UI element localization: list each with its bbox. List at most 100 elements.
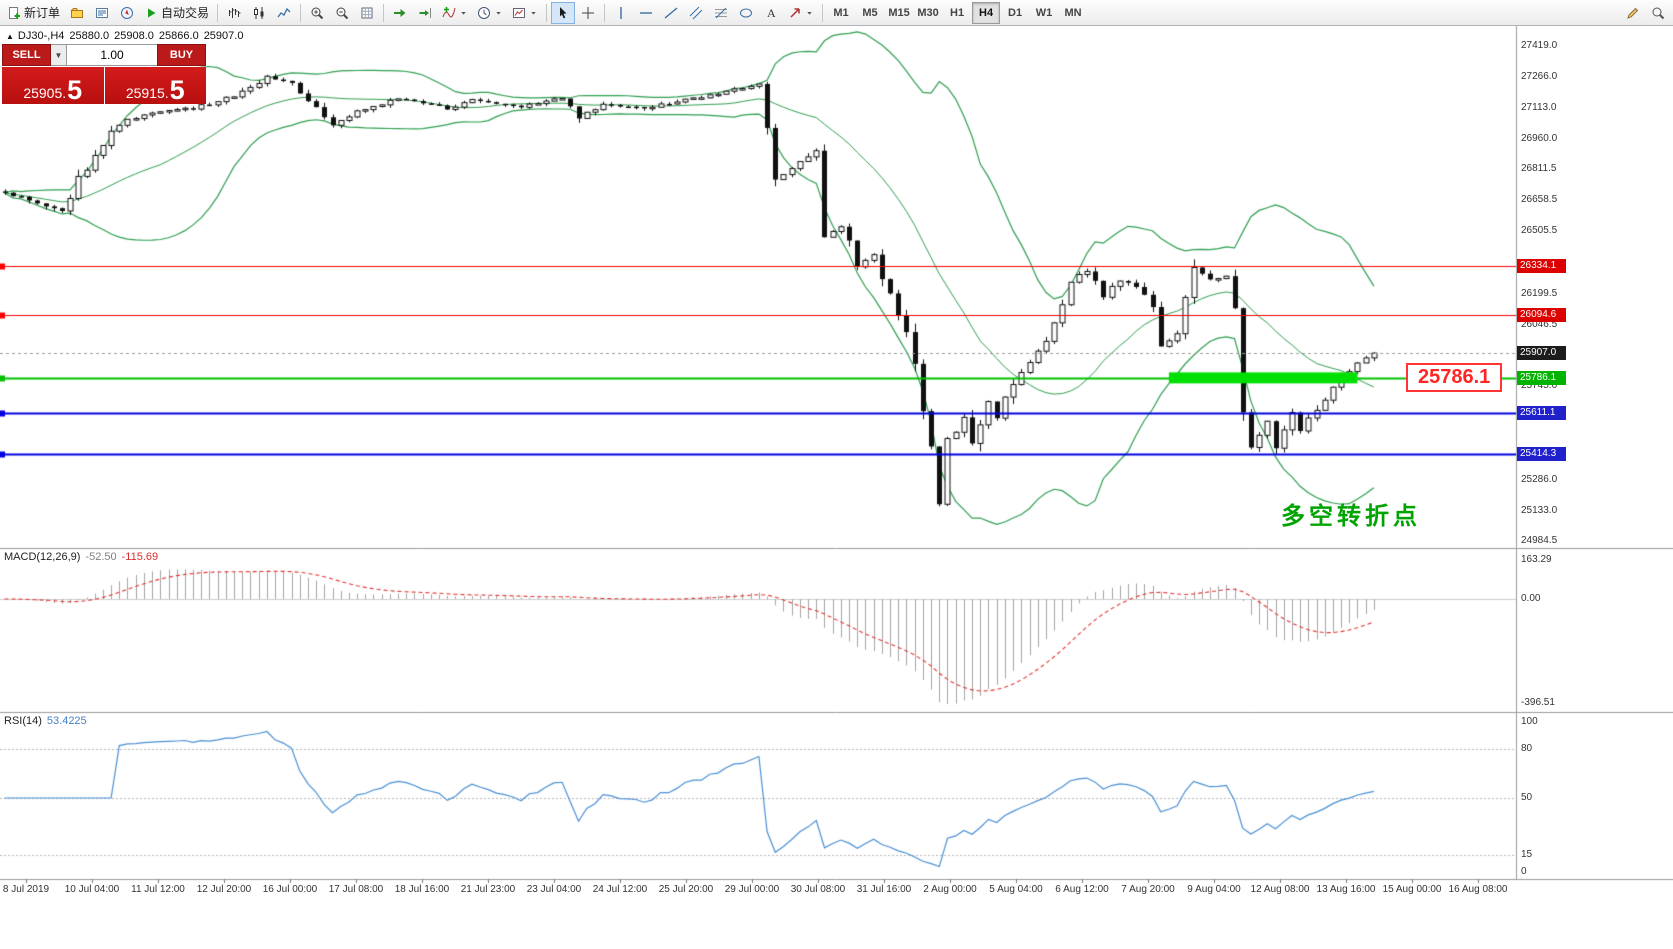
trade-widget-price-row: 25905. 5 25915. 5 [2, 67, 206, 104]
caret-down-icon [494, 6, 503, 20]
ellipse-icon [739, 6, 753, 20]
time-axis-label: 2 Aug 00:00 [923, 884, 977, 895]
chart-canvas[interactable] [0, 26, 1673, 949]
timeframe-m1-button[interactable]: M1 [827, 2, 855, 24]
volume-input[interactable] [67, 44, 157, 66]
price-scale-label: 26658.5 [1521, 194, 1558, 205]
timeframe-d1-button[interactable]: D1 [1001, 2, 1029, 24]
crosshair-icon [581, 6, 595, 20]
horizontal-line-tool-button[interactable] [634, 2, 658, 24]
caret-down-icon [805, 6, 814, 20]
close-value: 25907.0 [203, 30, 244, 42]
price-scale-label: 25286.0 [1521, 474, 1558, 485]
timeframe-h1-button[interactable]: H1 [943, 2, 971, 24]
price-tag: 25786.1 [1517, 371, 1566, 385]
line-chart-button[interactable] [272, 2, 296, 24]
rsi-scale-label: 100 [1521, 716, 1538, 727]
toolbar-separator [217, 3, 219, 22]
text-tool-button[interactable]: A [759, 2, 783, 24]
fibonacci-tool-button[interactable] [709, 2, 733, 24]
price-scale-label: 25133.0 [1521, 505, 1558, 516]
price-scale-label: 27113.0 [1521, 102, 1557, 113]
chinese-annotation-text[interactable]: 多空转折点 [1281, 503, 1421, 530]
timeframe-mn-button[interactable]: MN [1059, 2, 1087, 24]
price-tag: 26334.1 [1517, 259, 1566, 273]
price-scale-label: 26960.0 [1521, 133, 1558, 144]
channel-tool-button[interactable] [684, 2, 708, 24]
caret-down-icon [529, 6, 538, 20]
profiles-button[interactable] [65, 2, 89, 24]
pencil-icon [1626, 6, 1640, 20]
vertical-line-tool-button[interactable] [609, 2, 633, 24]
arrows-tool-button[interactable] [784, 2, 818, 24]
price-scale-label: 26505.5 [1521, 225, 1558, 236]
toolbar-separator [300, 3, 302, 22]
zoom-in-button[interactable] [305, 2, 329, 24]
sell-button[interactable]: SELL [2, 44, 51, 66]
trade-widget-top-row: SELL ▼ BUY [2, 44, 206, 66]
rsi-indicator-label: RSI(14) 53.4225 [4, 715, 87, 727]
timeframe-h4-button[interactable]: H4 [972, 1, 1001, 24]
templates-button[interactable] [508, 2, 542, 24]
toolbar-separator [383, 3, 385, 22]
autotrading-play-icon [144, 6, 158, 20]
zoom-out-button[interactable] [330, 2, 354, 24]
trendline-tool-button[interactable] [659, 2, 683, 24]
edit-button[interactable] [1621, 2, 1645, 24]
sell-price-panel[interactable]: 25905. 5 [2, 67, 104, 104]
symbol-period-label: DJ30-,H4 [17, 30, 65, 42]
time-axis-label: 21 Jul 23:00 [460, 884, 516, 895]
macd-signal-value: -115.69 [121, 551, 159, 563]
shapes-tool-button[interactable] [734, 2, 758, 24]
price-scale-label: 26199.5 [1521, 288, 1558, 299]
rsi-scale-label: 80 [1521, 743, 1533, 754]
time-axis-label: 12 Jul 20:00 [196, 884, 252, 895]
channel-icon [689, 6, 703, 20]
grid-icon [360, 6, 374, 20]
timeframe-m5-button[interactable]: M5 [856, 2, 884, 24]
volume-dropdown-button[interactable]: ▼ [51, 44, 67, 66]
price-tag: 25414.3 [1517, 447, 1566, 461]
autotrading-button[interactable]: 自动交易 [140, 2, 213, 24]
buy-button[interactable]: BUY [157, 44, 206, 66]
market-watch-button[interactable] [90, 2, 114, 24]
candlestick-chart-button[interactable] [247, 2, 271, 24]
navigator-button[interactable] [115, 2, 139, 24]
timeframe-m15-button[interactable]: M15 [885, 2, 913, 24]
one-click-trading-widget: SELL ▼ BUY 25905. 5 25915. 5 [2, 44, 206, 104]
indicators-button[interactable] [438, 2, 472, 24]
buy-price-panel[interactable]: 25915. 5 [104, 67, 206, 105]
caret-down-icon [459, 6, 468, 20]
chart-shift-button[interactable] [413, 2, 437, 24]
timeframe-m30-button[interactable]: M30 [914, 2, 942, 24]
time-axis-label: 17 Jul 08:00 [328, 884, 384, 895]
grid-button[interactable] [355, 2, 379, 24]
time-axis-label: 16 Jul 00:00 [262, 884, 318, 895]
autotrading-label: 自动交易 [161, 6, 210, 20]
oct-collapse-arrow[interactable]: ▲ [6, 32, 14, 41]
price-tag: 26094.6 [1517, 308, 1566, 322]
toolbar-separator [822, 3, 824, 22]
time-axis-label: 13 Aug 16:00 [1316, 884, 1376, 895]
timeframe-w1-button[interactable]: W1 [1030, 2, 1058, 24]
buy-price-big-digit: 5 [169, 74, 185, 105]
auto-scroll-button[interactable] [388, 2, 412, 24]
price-scale-label: 26811.5 [1521, 163, 1557, 174]
bar-chart-button[interactable] [222, 2, 246, 24]
crosshair-tool-button[interactable] [576, 2, 600, 24]
periods-button[interactable] [473, 2, 507, 24]
price-callout-box[interactable]: 25786.1 [1406, 363, 1503, 392]
open-value: 25880.0 [69, 30, 110, 42]
cursor-tool-button[interactable] [551, 1, 576, 24]
time-axis-label: 15 Aug 00:00 [1382, 884, 1442, 895]
price-scale-label: 27266.0 [1521, 71, 1558, 82]
search-button[interactable] [1646, 2, 1670, 24]
price-scale-label: 27419.0 [1521, 40, 1558, 51]
macd-scale-label: 163.29 [1521, 554, 1552, 565]
rsi-value: 53.4225 [46, 715, 87, 727]
new-order-button[interactable]: 新订单 [3, 2, 64, 24]
time-axis-label: 5 Aug 04:00 [989, 884, 1043, 895]
time-axis-label: 23 Jul 04:00 [526, 884, 582, 895]
